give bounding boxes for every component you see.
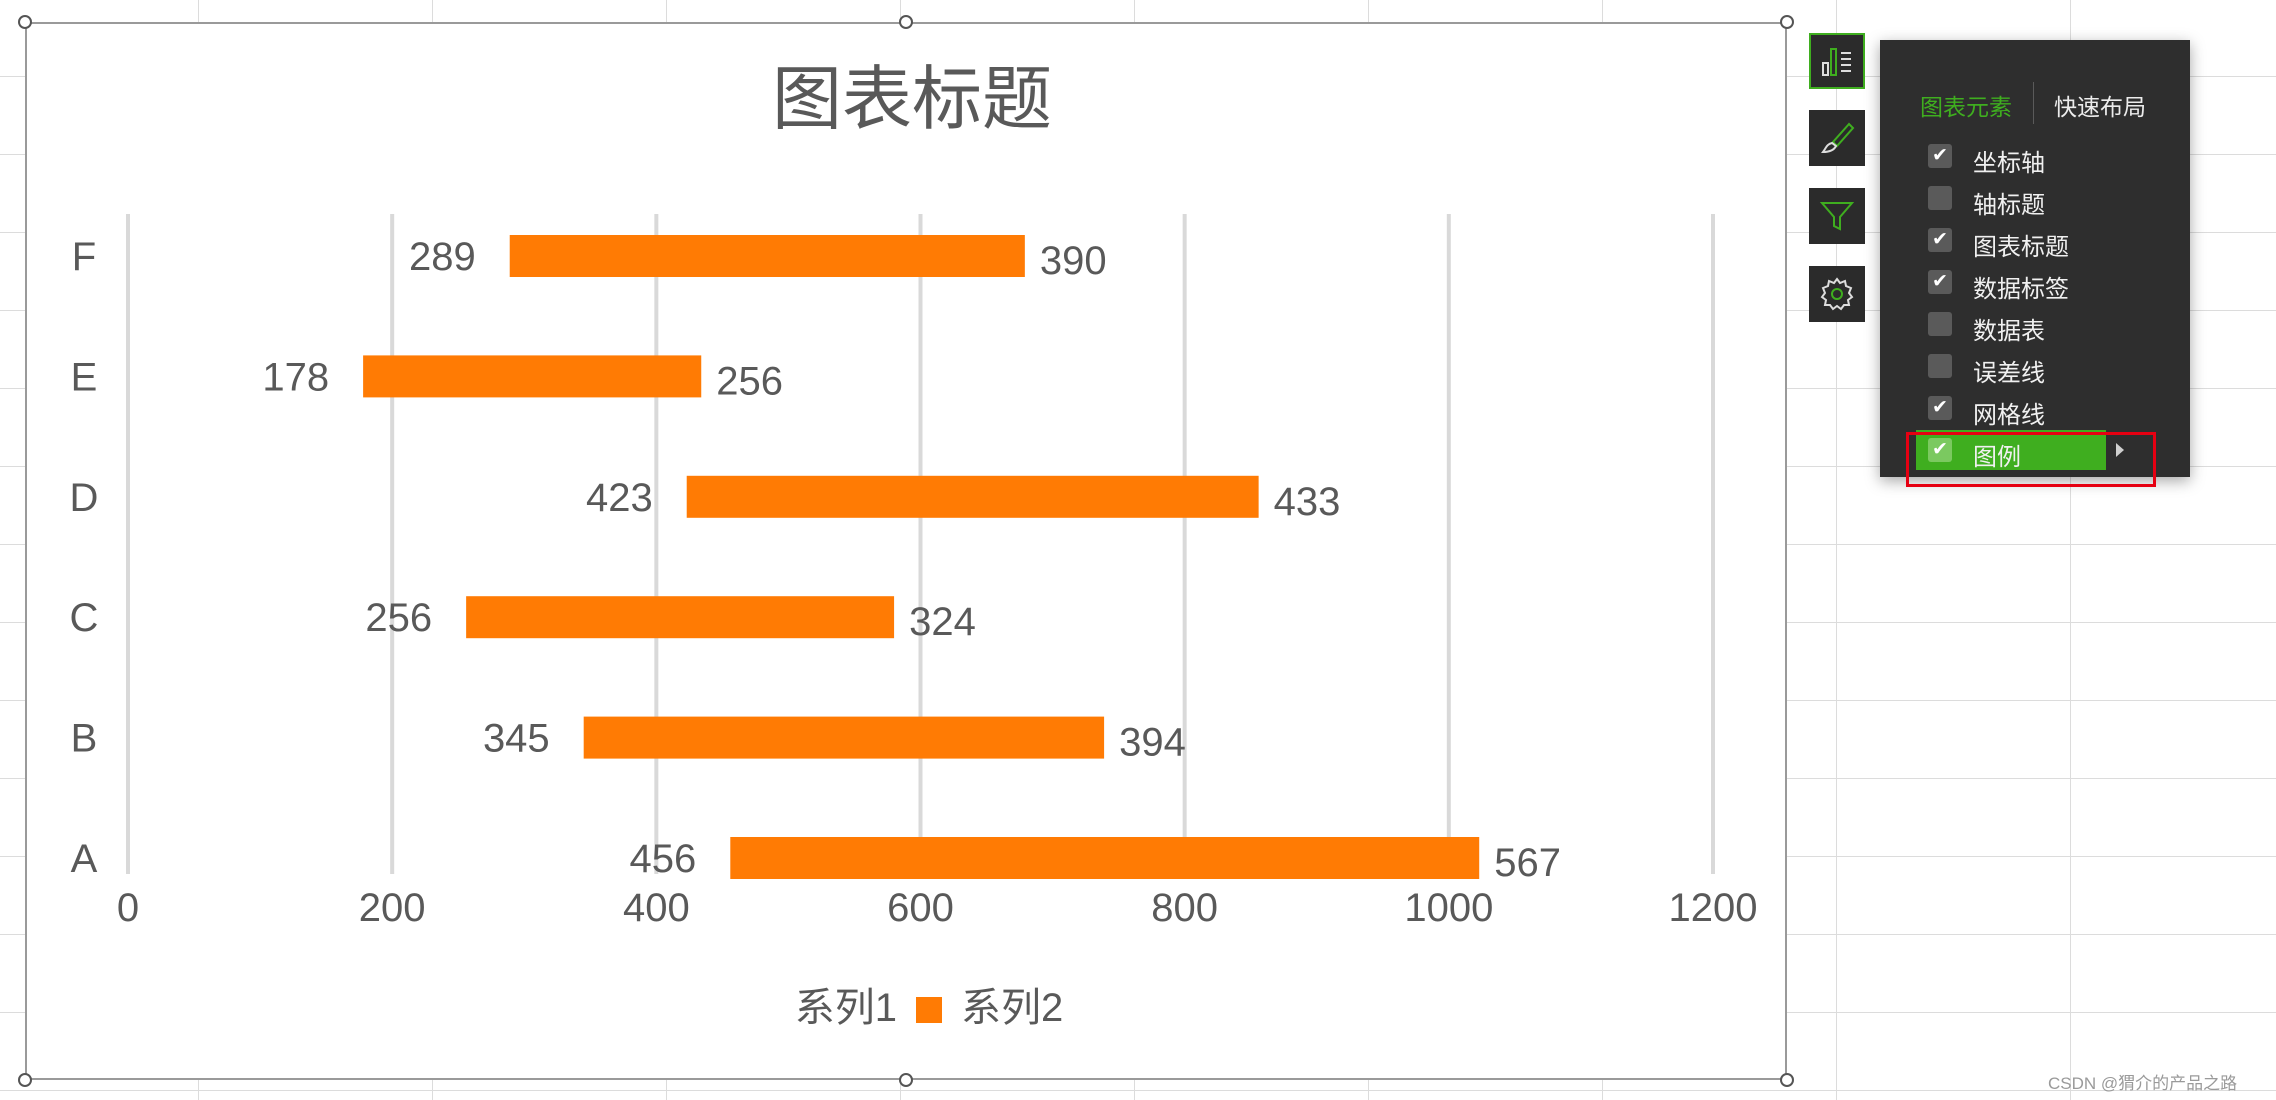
y-category-label: D bbox=[70, 476, 99, 520]
checkbox-unchecked[interactable] bbox=[1928, 186, 1952, 210]
tab-quick-layout[interactable]: 快速布局 bbox=[2054, 94, 2146, 120]
option-row[interactable]: ✔ 数据标签 bbox=[1916, 262, 2106, 303]
chart-frame[interactable]: 图表标题 456 567 345 394 256 324 423 433 178 256 289 39… bbox=[25, 22, 1787, 1080]
data-label-series2: 567 bbox=[1494, 841, 1561, 885]
option-label: 数据标签 bbox=[1973, 276, 2069, 303]
data-label-series1: 423 bbox=[586, 476, 653, 520]
legend-label-series2: 系列2 bbox=[961, 986, 1063, 1030]
chart-settings-button[interactable] bbox=[1809, 266, 1865, 322]
chart-style-button[interactable] bbox=[1809, 110, 1865, 166]
x-tick-label: 600 bbox=[887, 886, 954, 930]
data-label-series1: 178 bbox=[262, 355, 329, 399]
chart-style-brush-icon bbox=[1821, 122, 1855, 154]
legend-swatch-series2 bbox=[916, 997, 942, 1023]
option-row[interactable]: 误差线 bbox=[1916, 346, 2106, 387]
option-row[interactable]: 轴标题 bbox=[1916, 178, 2106, 219]
tab-divider bbox=[2033, 82, 2034, 124]
option-label: 网格线 bbox=[1973, 402, 2045, 429]
data-label-series1: 289 bbox=[409, 235, 476, 279]
data-label-series2: 394 bbox=[1119, 721, 1186, 765]
option-row[interactable]: ✔ 图表标题 bbox=[1916, 220, 2106, 261]
checkbox-checked[interactable]: ✔ bbox=[1928, 228, 1952, 252]
bar-series2[interactable] bbox=[466, 596, 895, 639]
option-row[interactable]: ✔ 网格线 bbox=[1916, 388, 2106, 429]
data-label-series1: 345 bbox=[483, 717, 550, 761]
x-tick-label: 400 bbox=[623, 886, 690, 930]
checkbox-checked[interactable]: ✔ bbox=[1928, 438, 1952, 462]
checkbox-checked[interactable]: ✔ bbox=[1928, 396, 1952, 420]
resize-handle-top-center[interactable] bbox=[899, 15, 913, 29]
bar-series2[interactable] bbox=[583, 716, 1105, 759]
bar-series2[interactable] bbox=[730, 837, 1480, 879]
expand-arrow-icon[interactable] bbox=[2105, 430, 2135, 470]
chart-elements-panel: 图表元素 快速布局 ✔ 坐标轴轴标题 ✔ 图表标题 ✔ 数据标签数据表误差线 ✔ 网格线 ✔ 图例 bbox=[1880, 40, 2190, 477]
option-label: 图例 bbox=[1973, 444, 2021, 471]
legend-label-series1: 系列1 bbox=[795, 986, 897, 1030]
chart-elements-icon bbox=[1822, 48, 1851, 76]
data-label-series2: 324 bbox=[909, 600, 976, 644]
chart-elements-button[interactable] bbox=[1809, 33, 1865, 89]
resize-handle-top-right[interactable] bbox=[1780, 15, 1794, 29]
y-category-label: B bbox=[71, 717, 98, 761]
x-tick-label: 800 bbox=[1151, 886, 1218, 930]
bar-series2[interactable] bbox=[509, 235, 1025, 277]
option-label: 轴标题 bbox=[1973, 192, 2045, 219]
resize-handle-bottom-left[interactable] bbox=[18, 1073, 32, 1087]
y-category-label: F bbox=[72, 235, 96, 279]
legend[interactable]: 系列1 系列2 bbox=[795, 986, 1064, 1030]
bar-chart: 图表标题 456 567 345 394 256 324 423 433 178 256 289 39… bbox=[70, 62, 1758, 1030]
x-tick-label: 0 bbox=[117, 886, 139, 930]
resize-handle-bottom-right[interactable] bbox=[1780, 1073, 1794, 1087]
data-label-series1: 256 bbox=[365, 596, 432, 640]
tab-chart-elements[interactable]: 图表元素 bbox=[1920, 94, 2012, 120]
option-row[interactable]: ✔ 图例 bbox=[1916, 430, 2106, 471]
chart-filter-button[interactable] bbox=[1809, 188, 1865, 244]
option-label: 图表标题 bbox=[1973, 234, 2069, 261]
resize-handle-top-left[interactable] bbox=[18, 15, 32, 29]
checkbox-unchecked[interactable] bbox=[1928, 312, 1952, 336]
resize-handle-bottom-center[interactable] bbox=[899, 1073, 913, 1087]
panel-tabs: 图表元素 快速布局 bbox=[1880, 76, 2190, 132]
data-label-series2: 256 bbox=[716, 359, 783, 403]
y-category-label: E bbox=[71, 355, 98, 399]
chart-filter-icon bbox=[1819, 202, 1855, 231]
data-label-series2: 390 bbox=[1040, 239, 1107, 283]
data-label-series2: 433 bbox=[1274, 480, 1341, 524]
option-row[interactable]: 数据表 bbox=[1916, 304, 2106, 345]
x-tick-label: 200 bbox=[359, 886, 426, 930]
x-tick-label: 1000 bbox=[1404, 886, 1493, 930]
option-label: 数据表 bbox=[1973, 318, 2045, 345]
checkbox-checked[interactable]: ✔ bbox=[1928, 144, 1952, 168]
y-category-label: C bbox=[70, 596, 99, 640]
highlight-annotation-box bbox=[1906, 432, 2156, 487]
watermark-text: CSDN @猬介的产品之路 bbox=[2048, 1074, 2238, 1093]
y-category-label: A bbox=[71, 837, 98, 881]
option-row[interactable]: ✔ 坐标轴 bbox=[1916, 136, 2106, 177]
chart-settings-gear-icon bbox=[1820, 277, 1854, 311]
bar-series2[interactable] bbox=[686, 475, 1259, 518]
x-tick-label: 1200 bbox=[1669, 886, 1758, 930]
option-label: 误差线 bbox=[1973, 360, 2045, 387]
checkbox-checked[interactable]: ✔ bbox=[1928, 270, 1952, 294]
bar-series2[interactable] bbox=[363, 355, 702, 398]
data-label-series1: 456 bbox=[630, 837, 697, 881]
chart-title[interactable]: 图表标题 bbox=[772, 62, 1052, 139]
checkbox-unchecked[interactable] bbox=[1928, 354, 1952, 378]
option-label: 坐标轴 bbox=[1973, 150, 2045, 177]
